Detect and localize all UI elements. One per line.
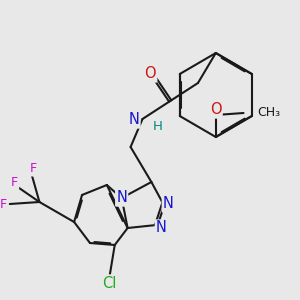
Text: CH₃: CH₃ [257, 106, 280, 119]
Text: Cl: Cl [103, 275, 117, 290]
Text: F: F [0, 197, 7, 211]
Text: N: N [129, 112, 140, 128]
Text: N: N [116, 190, 127, 206]
Text: H: H [152, 121, 162, 134]
Text: F: F [11, 176, 18, 188]
Text: F: F [30, 163, 37, 176]
Text: N: N [163, 196, 174, 211]
Text: N: N [156, 220, 167, 236]
Text: O: O [210, 103, 222, 118]
Text: O: O [145, 67, 156, 82]
